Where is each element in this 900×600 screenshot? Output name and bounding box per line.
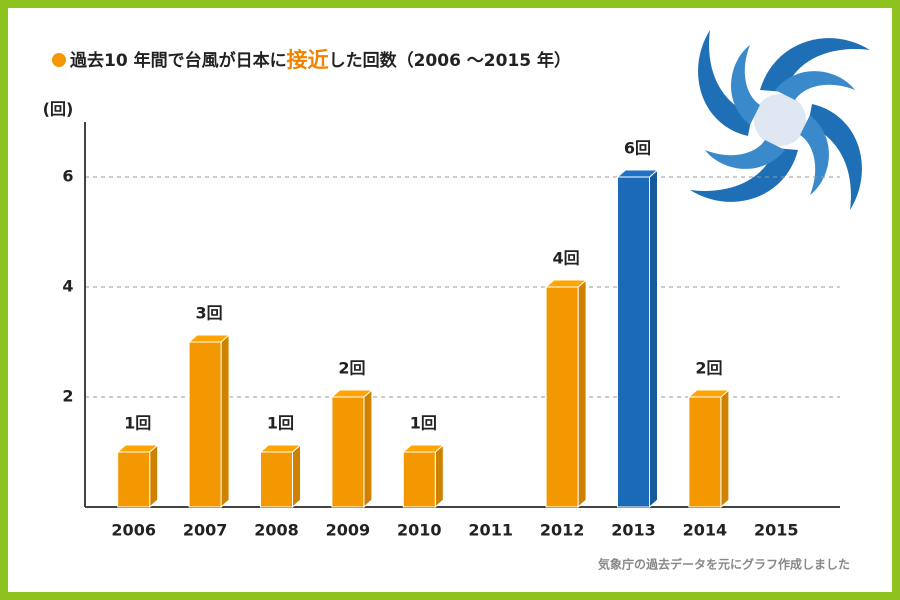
- bar-side: [292, 443, 301, 509]
- bar: [187, 333, 231, 509]
- value-label: 2回: [338, 359, 365, 378]
- bar-front: [331, 396, 365, 508]
- bar: [544, 278, 588, 509]
- x-tick-label: 2009: [326, 521, 371, 540]
- y-tick-label: 6: [62, 167, 73, 186]
- bar-side: [149, 443, 159, 509]
- source-note: 気象庁の過去データを元にグラフ作成しました: [598, 557, 850, 572]
- bar-front: [545, 286, 579, 508]
- bar: [116, 443, 160, 509]
- bar-front: [260, 451, 293, 508]
- value-label: 1回: [267, 414, 294, 433]
- bar-side: [434, 443, 444, 509]
- bar-side: [220, 333, 230, 509]
- value-label: 1回: [410, 414, 437, 433]
- y-tick-label: 4: [62, 277, 73, 296]
- x-tick-label: 2012: [540, 521, 585, 540]
- value-label: 3回: [196, 304, 223, 323]
- bar-side: [577, 278, 587, 509]
- value-label: 1回: [124, 414, 151, 433]
- bar-front: [402, 451, 436, 508]
- x-tick-label: 2010: [397, 521, 442, 540]
- bar-front: [617, 176, 650, 508]
- x-tick-label: 2006: [111, 521, 156, 540]
- bar-side: [720, 388, 730, 509]
- bar: [616, 168, 659, 509]
- bar-front: [188, 341, 222, 508]
- x-tick-label: 2013: [611, 521, 656, 540]
- title-bullet: [52, 53, 66, 67]
- title-part: した回数（2006 〜2015 年）: [329, 50, 571, 71]
- x-tick-label: 2015: [754, 521, 799, 540]
- bar-front: [117, 451, 151, 508]
- title-part: 過去10 年間で台風が日本に: [70, 50, 287, 71]
- bar: [330, 388, 374, 509]
- bar: [259, 443, 302, 509]
- x-tick-label: 2008: [254, 521, 299, 540]
- y-axis-label: (回): [43, 100, 74, 119]
- value-label: 4回: [553, 249, 580, 268]
- value-label: 6回: [624, 139, 651, 158]
- x-tick-label: 2007: [183, 521, 228, 540]
- typhoon-icon: [690, 30, 870, 210]
- value-label: 2回: [695, 359, 722, 378]
- x-tick-label: 2011: [468, 521, 513, 540]
- y-tick-label: 2: [62, 387, 73, 406]
- chart-title: 過去10 年間で台風が日本に接近した回数（2006 〜2015 年）: [70, 48, 571, 72]
- bar-side: [649, 168, 658, 509]
- title-highlight: 接近: [287, 48, 329, 72]
- bar: [687, 388, 731, 509]
- bar: [401, 443, 445, 509]
- x-tick-label: 2014: [683, 521, 728, 540]
- bar-front: [688, 396, 722, 508]
- bar-side: [363, 388, 373, 509]
